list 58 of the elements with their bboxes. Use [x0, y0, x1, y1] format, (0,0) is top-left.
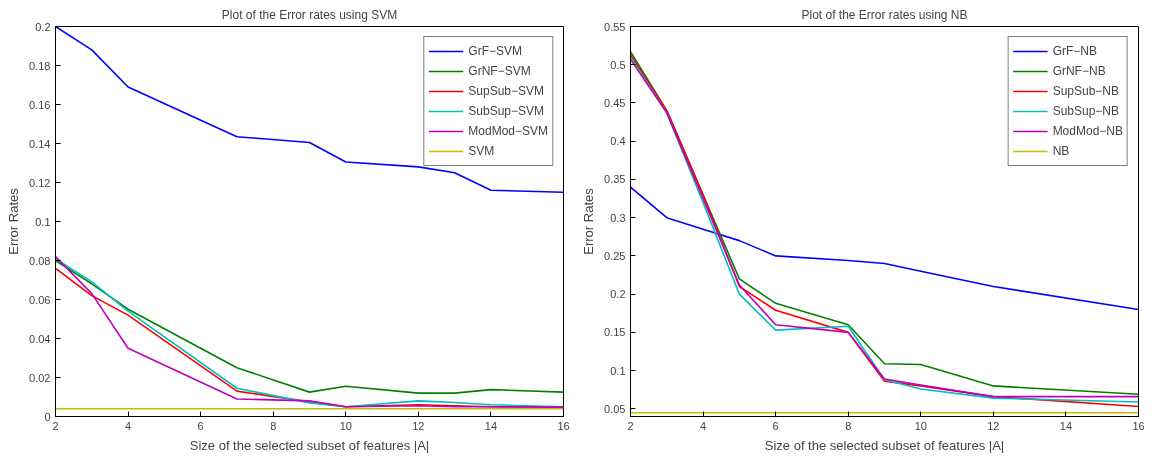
line-series — [55, 26, 564, 194]
y-tick-label: 0.2 — [35, 20, 51, 33]
x-tick-label: 6 — [197, 419, 204, 432]
x-tick-label: 16 — [557, 419, 570, 432]
x-tick-label: 10 — [914, 419, 927, 432]
legend-label: ModMod−SVM — [468, 124, 548, 138]
y-tick-label: 0.18 — [29, 59, 51, 72]
y-tick-label: 0.3 — [610, 211, 626, 224]
chart-title: Plot of the Error rates using SVM — [221, 7, 398, 22]
legend-label: SubSup−NB — [1052, 104, 1120, 118]
y-tick-label: 0.02 — [29, 371, 51, 384]
x-axis-title: Size of the selected subset of features |A| — [189, 437, 430, 453]
x-tick-label: 14 — [1059, 419, 1073, 432]
x-axis-title: Size of the selected subset of features |A| — [764, 437, 1005, 453]
y-tick-label: 0.08 — [29, 254, 51, 267]
legend-label: GrNF−SVM — [468, 64, 531, 78]
x-tick-label: 12 — [987, 419, 1000, 432]
legend-label: SupSub−NB — [1052, 84, 1120, 98]
legend-label: ModMod−NB — [1052, 124, 1123, 138]
legend-label: SupSub−SVM — [468, 84, 545, 98]
x-tick-label: 12 — [412, 419, 425, 432]
x-tick-label: 2 — [627, 419, 634, 432]
y-tick-label: 0.14 — [29, 137, 51, 150]
y-tick-label: 0.5 — [610, 58, 626, 71]
y-tick-label: 0.2 — [610, 288, 626, 301]
y-tick-label: 0.25 — [604, 249, 626, 262]
chart-title: Plot of the Error rates using NB — [801, 7, 968, 22]
y-tick-label: 0.1 — [610, 364, 626, 377]
y-tick-label: 0.35 — [604, 173, 626, 186]
x-tick-label: 16 — [1132, 419, 1145, 432]
y-axis-title: Error Rates — [581, 187, 597, 255]
y-tick-label: 0 — [44, 410, 51, 423]
y-tick-label: 0.45 — [604, 96, 626, 109]
legend-label: SVM — [468, 144, 495, 158]
x-tick-label: 14 — [484, 419, 498, 432]
y-tick-label: 0.16 — [29, 98, 51, 111]
y-tick-label: 0.55 — [604, 20, 626, 33]
y-tick-label: 0.05 — [604, 402, 626, 415]
line-series — [630, 186, 1139, 311]
x-tick-label: 2 — [52, 419, 59, 432]
y-tick-label: 0.12 — [29, 176, 51, 189]
x-tick-label: 8 — [845, 419, 852, 432]
x-tick-label: 4 — [700, 419, 707, 432]
x-tick-label: 6 — [772, 419, 779, 432]
y-tick-label: 0.1 — [35, 215, 51, 228]
legend-label: GrNF−NB — [1052, 64, 1106, 78]
legend-label: GrF−NB — [1052, 44, 1097, 58]
x-tick-label: 4 — [125, 419, 132, 432]
y-tick-label: 0.06 — [29, 293, 51, 306]
y-axis-title: Error Rates — [6, 187, 22, 255]
y-tick-label: 0.04 — [29, 332, 51, 345]
x-tick-label: 10 — [339, 419, 352, 432]
y-tick-label: 0.4 — [610, 135, 626, 148]
legend-label: GrF−SVM — [468, 44, 522, 58]
y-tick-label: 0.15 — [604, 326, 626, 339]
legend-label: NB — [1052, 144, 1071, 158]
legend-label: SubSup−SVM — [468, 104, 545, 118]
x-tick-label: 8 — [270, 419, 277, 432]
